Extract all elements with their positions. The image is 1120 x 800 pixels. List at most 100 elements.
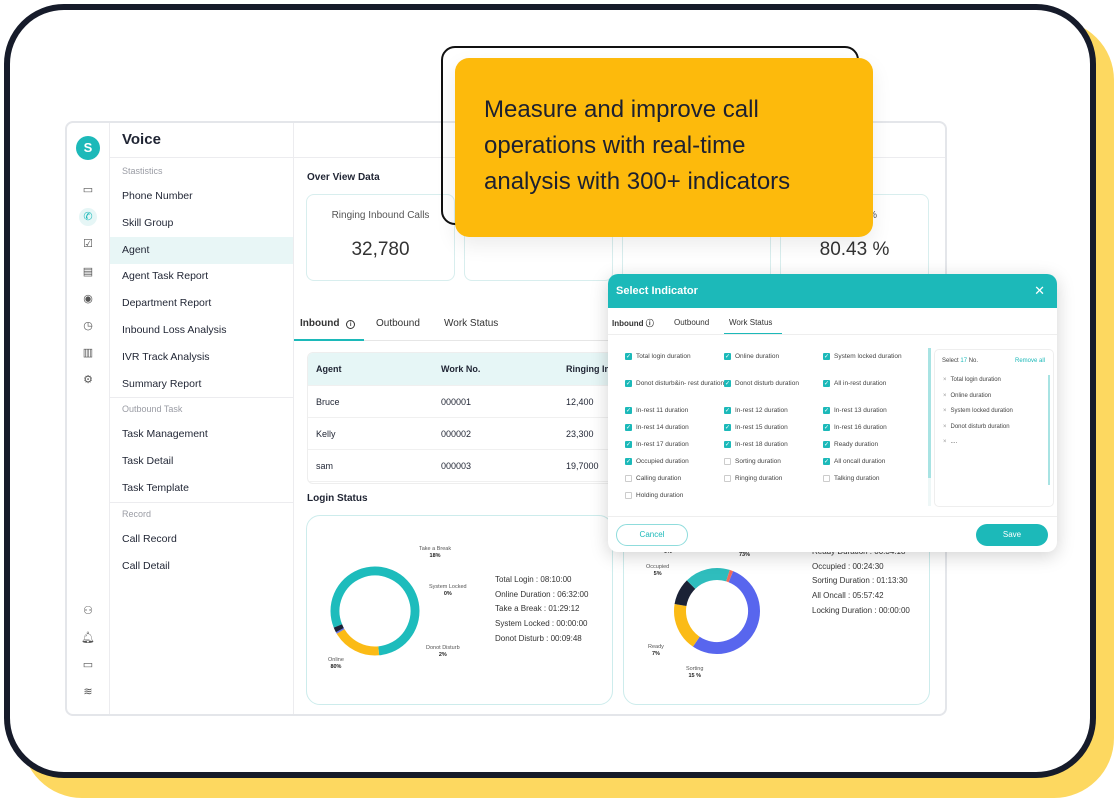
sidebar-item-summary-report[interactable]: Summary Report [122, 377, 202, 390]
bar-chart-icon[interactable]: ▥ [82, 347, 94, 360]
folder-icon[interactable]: ▭ [82, 659, 94, 671]
table-row[interactable]: Kelly 000002 23,300 [308, 418, 706, 450]
clipboard-icon[interactable]: ▤ [82, 265, 94, 278]
scrollbar[interactable] [928, 348, 931, 506]
checkbox-checked-icon[interactable]: ✓ [625, 407, 632, 414]
indicator-checkbox[interactable]: ✓ Donot disturb&in- rest duration [625, 379, 726, 389]
indicator-checkbox[interactable]: ✓ Occupied duration [625, 457, 726, 467]
cancel-button[interactable]: Cancel [616, 524, 688, 546]
modal-tab-outbound[interactable]: Outbound [674, 318, 710, 327]
sidebar-item-agent[interactable]: Agent [110, 236, 293, 264]
nav-section-title: Outbound Task [122, 404, 183, 415]
checkbox-checked-icon[interactable]: ✓ [823, 424, 830, 431]
checkbox-checked-icon[interactable]: ✓ [823, 353, 830, 360]
checkbox-checked-icon[interactable]: ✓ [823, 380, 830, 387]
indicator-checkbox[interactable]: Ringing duration [724, 474, 825, 484]
sidebar-item-task-management[interactable]: Task Management [122, 428, 208, 441]
checkbox-checked-icon[interactable]: ✓ [724, 424, 731, 431]
user-circle-icon[interactable]: ◉ [83, 292, 93, 305]
sidebar-item-agent-task-report[interactable]: Agent Task Report [122, 270, 209, 283]
checkbox-empty-icon[interactable] [724, 458, 731, 465]
indicator-checkbox[interactable]: ✓ All oncall duration [823, 457, 924, 467]
indicator-checkbox[interactable]: ✓ In-rest 16 duration [823, 423, 924, 433]
checkbox-icon[interactable]: ☑ [83, 238, 93, 251]
bell-icon[interactable]: 🔔︎ [81, 632, 95, 644]
phone-icon[interactable]: ✆ [79, 208, 97, 227]
checkbox-checked-icon[interactable]: ✓ [625, 441, 632, 448]
indicator-checkbox[interactable]: Holding duration [625, 491, 726, 501]
indicator-label: In-rest 15 duration [735, 424, 788, 431]
checkbox-empty-icon[interactable] [724, 475, 731, 482]
sidebar-item-call-record[interactable]: Call Record [122, 532, 177, 545]
sidebar-item-phone-number[interactable]: Phone Number [122, 190, 193, 202]
indicator-checkbox[interactable]: ✓ In-rest 11 duration [625, 406, 726, 416]
tab-inbound[interactable]: Inbound i [300, 318, 356, 329]
indicator-checkbox[interactable]: ✓ In-rest 14 duration [625, 423, 726, 433]
indicator-checkbox[interactable]: ✓ In-rest 13 duration [823, 406, 924, 416]
checkbox-checked-icon[interactable]: ✓ [724, 441, 731, 448]
indicator-checkbox[interactable]: ✓ In-rest 12 duration [724, 406, 825, 416]
indicator-checkbox[interactable]: ✓ System locked duration [823, 352, 924, 362]
tab-work-status[interactable]: Work Status [444, 318, 499, 329]
wifi-icon[interactable]: ≋ [83, 686, 93, 698]
indicator-checkbox[interactable]: ✓ In-rest 17 duration [625, 440, 726, 450]
scrollbar[interactable] [1048, 375, 1050, 485]
donut-slice-other[interactable] [669, 563, 765, 659]
table-row[interactable]: sam 000003 19,7000 [308, 450, 706, 482]
checkbox-checked-icon[interactable]: ✓ [823, 407, 830, 414]
sidebar-item-skill-group[interactable]: Skill Group [122, 216, 174, 229]
monitor-icon[interactable]: ▭ [82, 184, 94, 196]
remove-icon[interactable]: × [943, 423, 947, 430]
indicator-checkbox[interactable]: ✓ Ready duration [823, 440, 924, 450]
indicator-checkbox[interactable]: ✓ Donot disturb duration [724, 379, 825, 389]
checkbox-checked-icon[interactable]: ✓ [625, 353, 632, 360]
checkbox-empty-icon[interactable] [625, 475, 632, 482]
sidebar-item-call-detail[interactable]: Call Detail [122, 559, 170, 572]
sidebar-item-inbound-loss-analysis[interactable]: Inbound Loss Analysis [122, 324, 227, 336]
tab-outbound[interactable]: Outbound [376, 318, 420, 329]
indicator-checkbox[interactable]: Calling duration [625, 474, 726, 484]
modal-tab-work-status[interactable]: Work Status [729, 318, 773, 327]
modal-tab-inbound[interactable]: Inbound ⓘ [612, 318, 654, 329]
donut-slice-ready[interactable] [669, 563, 765, 659]
remove-icon[interactable]: × [943, 408, 947, 414]
gear-icon[interactable]: ⚙ [83, 374, 93, 387]
checkbox-checked-icon[interactable]: ✓ [724, 353, 731, 360]
remove-icon[interactable]: × [943, 377, 947, 383]
indicator-label: Donot disturb&in- rest duration [636, 380, 725, 387]
checkbox-checked-icon[interactable]: ✓ [823, 458, 830, 465]
checkbox-checked-icon[interactable]: ✓ [625, 380, 632, 387]
slice-pct: 7% [651, 651, 660, 657]
checkbox-checked-icon[interactable]: ✓ [823, 441, 830, 448]
table-cell: 23,300 [566, 429, 594, 439]
save-button[interactable]: Save [976, 524, 1048, 546]
checkbox-checked-icon[interactable]: ✓ [724, 380, 731, 387]
indicator-checkbox[interactable]: ✓ Online duration [724, 352, 825, 362]
sidebar-item-department-report[interactable]: Department Report [122, 297, 212, 310]
indicator-checkbox[interactable]: ✓ All in-rest duration [823, 379, 924, 389]
indicator-checkbox[interactable]: ✓ In-rest 15 duration [724, 423, 825, 433]
donut-slice-online[interactable] [323, 559, 427, 663]
remove-all-link[interactable]: Remove all [1014, 358, 1045, 364]
checkbox-checked-icon[interactable]: ✓ [724, 407, 731, 414]
remove-icon[interactable]: × [943, 392, 947, 399]
indicator-checkbox[interactable]: ✓ In-rest 18 duration [724, 440, 825, 450]
indicator-checkbox[interactable]: Talking duration [823, 474, 924, 484]
table-row[interactable]: Bruce 000001 12,400 [308, 386, 706, 418]
checkbox-checked-icon[interactable]: ✓ [625, 424, 632, 431]
sidebar-item-ivr-track-analysis[interactable]: IVR Track Analysis [122, 350, 210, 363]
divider [608, 516, 1057, 517]
selected-item-label: Online duration [950, 392, 992, 399]
checkbox-checked-icon[interactable]: ✓ [625, 458, 632, 465]
checkbox-empty-icon[interactable] [625, 492, 632, 499]
sidebar-item-task-detail[interactable]: Task Detail [122, 455, 174, 468]
sidebar-item-task-template[interactable]: Task Template [122, 482, 189, 494]
close-icon[interactable]: ✕ [1034, 283, 1045, 298]
checkbox-empty-icon[interactable] [823, 475, 830, 482]
remove-icon[interactable]: × [943, 439, 947, 445]
indicator-checkbox[interactable]: ✓ Total login duration [625, 352, 726, 362]
user-add-icon[interactable]: ⚇ [83, 605, 93, 617]
slice-label: Donot Disturb 2% [426, 645, 460, 659]
clock-icon[interactable]: ◷ [83, 320, 93, 332]
indicator-checkbox[interactable]: Sorting duration [724, 457, 825, 467]
